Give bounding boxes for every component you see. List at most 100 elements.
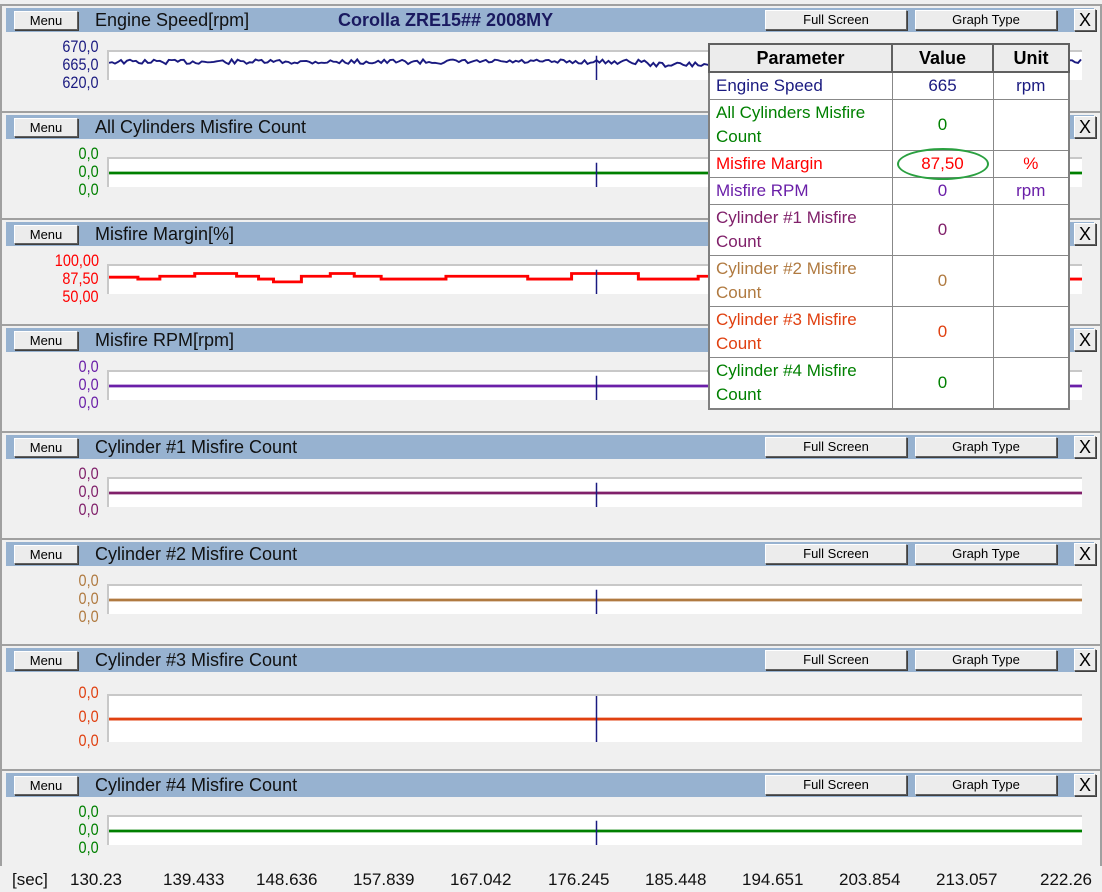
parameter-value: 0 xyxy=(891,255,994,307)
panel-title: Engine Speed[rpm] xyxy=(95,10,250,30)
highlight-circle xyxy=(897,148,989,180)
time-unit: [sec] xyxy=(12,870,48,889)
time-tick-label: 185.448 xyxy=(645,870,707,889)
full-screen-button[interactable]: Full Screen xyxy=(765,437,907,457)
table-header: Unit xyxy=(992,43,1070,73)
y-axis-label: 0,0 xyxy=(78,731,99,750)
time-tick-label: 176.245 xyxy=(548,870,610,889)
y-axis-label: 100,00 xyxy=(54,251,99,270)
parameter-value: 0 xyxy=(891,306,994,358)
graph-type-button[interactable]: Graph Type xyxy=(915,437,1057,457)
y-axis-label: 0,0 xyxy=(78,375,99,394)
panel-header: Menu Cylinder #2 Misfire Count Full Scre… xyxy=(6,542,1096,566)
parameter-unit xyxy=(992,99,1070,151)
table-row[interactable]: Cylinder #3 Misfire Count 0 xyxy=(708,306,1070,358)
y-axis-label: 0,0 xyxy=(78,607,99,626)
y-axis-label: 0,0 xyxy=(78,482,99,501)
y-axis-label: 0,0 xyxy=(78,802,99,821)
y-axis-label: 0,0 xyxy=(78,144,99,163)
parameter-unit xyxy=(992,204,1070,256)
parameter-name: Misfire Margin xyxy=(708,150,893,178)
menu-button[interactable]: Menu xyxy=(14,118,78,137)
time-axis: [sec] 130.23 139.433 148.636 157.839 167.042 1… xyxy=(0,866,1102,892)
full-screen-button[interactable]: Full Screen xyxy=(765,10,907,30)
y-axis-label: 665,0 xyxy=(62,55,99,74)
table-row[interactable]: Cylinder #1 Misfire Count 0 xyxy=(708,204,1070,256)
graph-type-button[interactable]: Graph Type xyxy=(915,775,1057,795)
parameter-value: 665 xyxy=(891,71,994,100)
panel-title: Misfire Margin[%] xyxy=(95,224,235,244)
parameter-value: 0 xyxy=(891,357,994,410)
parameter-unit: rpm xyxy=(992,71,1070,100)
panel-title: All Cylinders Misfire Count xyxy=(95,117,307,137)
parameter-name: All Cylinders Misfire Count xyxy=(708,99,893,151)
y-axis-label: 620,0 xyxy=(62,73,99,92)
parameter-name: Misfire RPM xyxy=(708,177,893,205)
y-axis-label: 0,0 xyxy=(78,180,99,199)
plot-area xyxy=(107,815,1082,845)
y-axis-label: 0,0 xyxy=(78,357,99,376)
graph-type-button[interactable]: Graph Type xyxy=(915,544,1057,564)
time-tick-label: 167.042 xyxy=(450,870,512,889)
parameter-unit: % xyxy=(992,150,1070,178)
parameter-name: Engine Speed xyxy=(708,71,893,100)
panel-header: Menu Cylinder #4 Misfire Count Full Scre… xyxy=(6,773,1096,797)
table-row[interactable]: Cylinder #2 Misfire Count 0 xyxy=(708,255,1070,307)
parameter-value-table: Parameter Value Unit Engine Speed 665 rpm All … xyxy=(708,43,1070,410)
full-screen-button[interactable]: Full Screen xyxy=(765,544,907,564)
parameter-unit xyxy=(992,306,1070,358)
full-screen-button[interactable]: Full Screen xyxy=(765,650,907,670)
menu-button[interactable]: Menu xyxy=(14,651,78,670)
table-row[interactable]: Cylinder #4 Misfire Count 0 xyxy=(708,357,1070,410)
parameter-unit xyxy=(992,255,1070,307)
y-axis-label: 0,0 xyxy=(78,500,99,519)
table-row[interactable]: Engine Speed 665 rpm xyxy=(708,71,1070,100)
y-axis-label: 0,0 xyxy=(78,162,99,181)
panel-header: Menu Cylinder #1 Misfire Count Full Scre… xyxy=(6,435,1096,459)
menu-button[interactable]: Menu xyxy=(14,776,78,795)
menu-button[interactable]: Menu xyxy=(14,11,78,30)
panel-header: Menu Engine Speed[rpm] Corolla ZRE15## 2… xyxy=(6,8,1096,32)
y-axis-label: 0,0 xyxy=(78,393,99,412)
vehicle-name: Corolla ZRE15## 2008MY xyxy=(338,10,554,30)
table-row[interactable]: Misfire Margin 87,50% xyxy=(708,150,1070,178)
close-button[interactable]: X xyxy=(1074,9,1096,31)
graph-panel: Menu Cylinder #3 Misfire Count Full Scre… xyxy=(0,644,1102,769)
graph-panel: Menu Cylinder #1 Misfire Count Full Scre… xyxy=(0,431,1102,538)
table-header: Value xyxy=(891,43,994,73)
table-row[interactable]: All Cylinders Misfire Count 0 xyxy=(708,99,1070,151)
time-tick-label: 222.26 xyxy=(1040,870,1092,889)
full-screen-button[interactable]: Full Screen xyxy=(765,775,907,795)
panel-title: Cylinder #3 Misfire Count xyxy=(95,650,298,670)
y-axis-label: 0,0 xyxy=(78,571,99,590)
menu-button[interactable]: Menu xyxy=(14,545,78,564)
close-button[interactable]: X xyxy=(1074,116,1096,138)
close-button[interactable]: X xyxy=(1074,774,1096,796)
menu-button[interactable]: Menu xyxy=(14,225,78,244)
panel-header: Menu Cylinder #3 Misfire Count Full Scre… xyxy=(6,648,1096,672)
y-axis-label: 0,0 xyxy=(78,838,99,857)
close-button[interactable]: X xyxy=(1074,329,1096,351)
graph-panel: Menu Cylinder #2 Misfire Count Full Scre… xyxy=(0,538,1102,644)
close-button[interactable]: X xyxy=(1074,223,1096,245)
graph-type-button[interactable]: Graph Type xyxy=(915,10,1057,30)
y-axis-label: 87,50 xyxy=(62,269,99,288)
graph-panel: Menu Misfire Margin[%] X 100,00 87,50 50,0… xyxy=(0,218,1102,324)
parameter-name: Cylinder #4 Misfire Count xyxy=(708,357,893,410)
graph-type-button[interactable]: Graph Type xyxy=(915,650,1057,670)
table-header: Parameter xyxy=(708,43,893,73)
y-axis-label: 50,00 xyxy=(62,287,99,306)
time-tick-label: 130.23 xyxy=(70,870,122,889)
panel-title: Cylinder #1 Misfire Count xyxy=(95,437,298,457)
table-row[interactable]: Misfire RPM 0 rpm xyxy=(708,177,1070,205)
close-button[interactable]: X xyxy=(1074,436,1096,458)
time-tick-label: 157.839 xyxy=(353,870,415,889)
menu-button[interactable]: Menu xyxy=(14,331,78,350)
menu-button[interactable]: Menu xyxy=(14,438,78,457)
parameter-value: 0 xyxy=(891,99,994,151)
close-button[interactable]: X xyxy=(1074,649,1096,671)
parameter-unit: rpm xyxy=(992,177,1070,205)
plot-area xyxy=(107,694,1082,742)
graph-panel: Menu Cylinder #4 Misfire Count Full Scre… xyxy=(0,769,1102,866)
close-button[interactable]: X xyxy=(1074,543,1096,565)
